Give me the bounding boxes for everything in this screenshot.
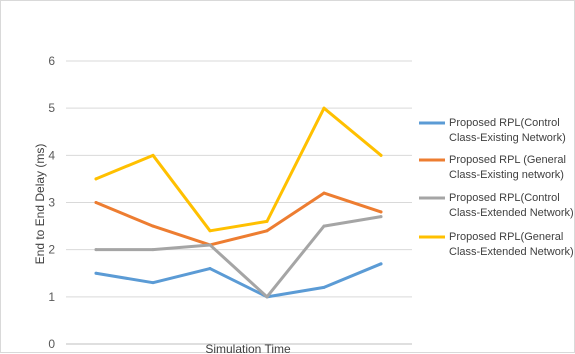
- data-point: [265, 219, 269, 223]
- data-point: [322, 285, 326, 289]
- y-tick-label: 0: [48, 337, 55, 351]
- series-line-1: [94, 262, 383, 299]
- legend-label: Proposed RPL(Control: [449, 117, 560, 129]
- data-point: [322, 224, 326, 228]
- series-line-4: [94, 106, 383, 233]
- gridlines: [66, 60, 412, 345]
- y-tick-label: 3: [48, 196, 55, 210]
- data-point: [265, 295, 269, 299]
- data-point: [208, 267, 212, 271]
- legend: Proposed RPL(Control Class-Existing Netwo…: [419, 117, 574, 258]
- legend-label: Class-Existing network): [449, 169, 564, 181]
- data-point: [208, 243, 212, 247]
- data-point: [322, 191, 326, 195]
- y-tick-label: 5: [48, 101, 55, 115]
- legend-entry-3: Proposed RPL(Control Class-Extended Netwo…: [419, 192, 574, 219]
- data-point: [151, 281, 155, 285]
- data-point: [151, 248, 155, 252]
- legend-label: Class-Existing Network): [449, 132, 566, 144]
- x-axis-label: Simulation Time: [205, 342, 291, 354]
- legend-entry-2: Proposed RPL (General Class-Existing netw…: [419, 154, 566, 181]
- y-tick-label: 4: [48, 148, 55, 162]
- y-axis-label: End to End Delay (ms): [33, 144, 47, 265]
- y-axis-ticks: 0 1 2 3 4 5 6: [48, 54, 55, 351]
- legend-label: Class-Extended Network): [449, 207, 574, 219]
- data-point: [94, 271, 98, 275]
- y-tick-label: 2: [48, 243, 55, 257]
- data-point: [265, 229, 269, 233]
- data-point: [379, 210, 383, 214]
- data-point: [379, 215, 383, 219]
- data-point: [94, 201, 98, 204]
- legend-entry-1: Proposed RPL(Control Class-Existing Netwo…: [419, 117, 566, 144]
- data-point: [94, 248, 98, 252]
- series-line-3: [94, 215, 383, 299]
- data-point: [322, 106, 326, 110]
- data-point: [208, 229, 212, 233]
- y-tick-label: 1: [48, 290, 55, 304]
- y-tick-label: 6: [48, 54, 55, 68]
- data-point: [151, 153, 155, 157]
- data-point: [379, 262, 383, 266]
- data-point: [151, 224, 155, 228]
- series-line-2: [94, 191, 383, 247]
- legend-label: Proposed RPL(General: [449, 231, 563, 243]
- legend-label: Class-Extended Network): [449, 246, 574, 258]
- data-point: [379, 153, 383, 157]
- legend-label: Proposed RPL(Control: [449, 192, 560, 204]
- series-lines: [94, 106, 383, 299]
- data-point: [94, 177, 98, 181]
- legend-label: Proposed RPL (General: [449, 154, 566, 166]
- legend-entry-4: Proposed RPL(General Class-Extended Netwo…: [419, 231, 574, 258]
